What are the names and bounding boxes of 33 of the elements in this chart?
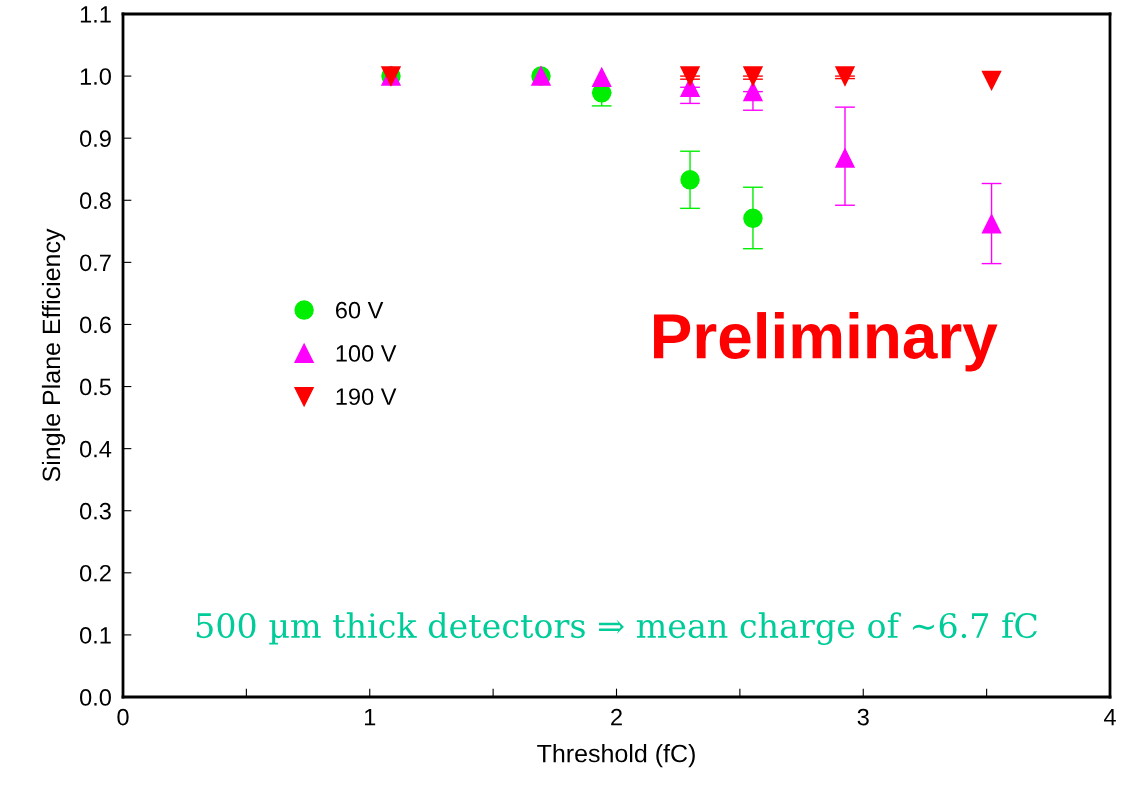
legend-label: 190 V bbox=[336, 388, 397, 406]
x-tick-label: 2 bbox=[611, 708, 622, 726]
point bbox=[591, 67, 612, 88]
annotation: 500 µm thick detectors ⇒ mean charge of ~6.7 fC bbox=[196, 612, 1037, 646]
y-axis-title: Single Plane Efficiency bbox=[41, 228, 66, 482]
legend-label: 60 V bbox=[336, 301, 384, 319]
x-tick-label: 0 bbox=[117, 708, 129, 726]
y-tick-label: 0.0 bbox=[79, 689, 111, 706]
y-tick-label: 0.6 bbox=[79, 316, 111, 334]
point bbox=[743, 66, 763, 86]
point bbox=[680, 170, 700, 190]
point bbox=[981, 214, 1002, 234]
legend-label: 100 V bbox=[336, 345, 397, 362]
point bbox=[680, 66, 700, 86]
y-tick-label: 0.4 bbox=[79, 440, 112, 458]
x-tick-label: 1 bbox=[364, 708, 376, 726]
y-tick-label: 0.8 bbox=[79, 192, 111, 210]
x-axis-title: Threshold (fC) bbox=[537, 744, 695, 768]
y-tick-label: 0.1 bbox=[79, 626, 111, 644]
y-tick-label: 0.9 bbox=[79, 130, 111, 147]
x-tick-label: 3 bbox=[857, 708, 869, 726]
x-tick-label: 4 bbox=[1103, 708, 1116, 726]
point bbox=[981, 70, 1002, 91]
point bbox=[743, 208, 763, 229]
y-tick-label: 0.7 bbox=[79, 254, 111, 272]
point bbox=[835, 66, 855, 86]
y-tick-label: 1.1 bbox=[80, 6, 111, 23]
y-tick-label: 0.5 bbox=[79, 378, 111, 396]
y-tick-label: 0.3 bbox=[79, 502, 111, 520]
y-tick-label: 0.2 bbox=[79, 564, 111, 582]
y-tick-label: 1.0 bbox=[80, 68, 111, 85]
annotation: Preliminary bbox=[654, 312, 998, 372]
point bbox=[835, 148, 855, 168]
